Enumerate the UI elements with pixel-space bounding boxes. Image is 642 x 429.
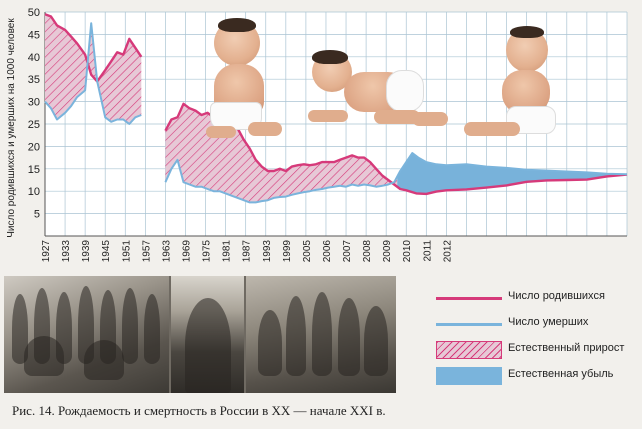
births-line-segment-0 (44, 13, 143, 83)
y-axis-label: Число родившихся и умерших на 1000 челов… (6, 18, 17, 238)
legend-item-decline: Естественная убыль (432, 364, 638, 388)
x-tick-label: 1987 (242, 240, 253, 263)
y-tick-label: 30 (28, 97, 40, 109)
legend-item-deaths: Число умерших (432, 312, 638, 336)
legend-swatch-births (436, 297, 502, 300)
x-tick-label: 1933 (61, 240, 72, 263)
baby-photo-lying (462, 26, 558, 140)
x-tick-label: 1945 (101, 240, 112, 263)
y-tick-label: 15 (28, 164, 40, 176)
baby-photo-sitting (204, 18, 286, 140)
y-tick-label: 50 (28, 7, 40, 19)
legend-swatch-growth (436, 341, 502, 359)
y-tick-label: 10 (28, 186, 40, 198)
x-tick-label: 2005 (302, 240, 313, 263)
x-tick-label: 2012 (442, 240, 453, 263)
legend-item-births: Число родившихся (432, 286, 638, 310)
x-tick-label: 1999 (282, 240, 293, 263)
x-tick-label: 2007 (342, 240, 353, 263)
y-tick-label: 25 (28, 119, 40, 131)
x-tick-label: 1969 (181, 240, 192, 263)
x-tick-label: 1981 (222, 240, 233, 263)
baby-photo-crawling (302, 48, 454, 136)
legend-label-decline: Естественная убыль (508, 368, 614, 380)
x-tick-label: 1957 (141, 240, 152, 263)
legend-swatch-decline (436, 367, 502, 385)
historical-photos (4, 276, 396, 393)
y-tick-label: 35 (28, 74, 40, 86)
y-tick-label: 45 (28, 29, 40, 41)
family-room-photo (246, 276, 396, 393)
y-tick-label: 40 (28, 52, 40, 64)
figure-caption: Рис. 14. Рождаемость и смертность в Росс… (12, 403, 386, 418)
x-tick-label: 2011 (422, 240, 433, 262)
portrait-photo (171, 276, 244, 393)
legend: Число родившихся Число умерших Естествен… (432, 286, 638, 390)
legend-item-growth: Естественный прирост (432, 338, 638, 362)
family-group-photo (4, 276, 169, 393)
x-tick-label: 2008 (362, 240, 373, 263)
x-tick-label: 1951 (121, 240, 132, 263)
deaths-line-segment-0 (44, 22, 142, 125)
y-tick-label: 20 (28, 141, 40, 153)
decline-area (397, 153, 627, 194)
growth-area-prewar (45, 14, 142, 125)
x-tick-label: 1927 (41, 240, 52, 263)
x-tick-label: 1939 (81, 240, 92, 263)
legend-swatch-deaths (436, 323, 502, 326)
legend-label-deaths: Число умерших (508, 316, 589, 328)
x-tick-label: 2009 (382, 240, 393, 263)
x-tick-label: 2010 (402, 240, 413, 263)
x-tick-label: 1963 (161, 240, 172, 263)
legend-label-growth: Естественный прирост (508, 342, 625, 354)
x-tick-label: 1993 (262, 240, 273, 263)
y-tick-label: 5 (34, 209, 40, 221)
x-tick-label: 1975 (202, 240, 213, 263)
deaths-line-segment-1 (164, 152, 628, 204)
x-tick-label: 2006 (322, 240, 333, 263)
legend-label-births: Число родившихся (508, 290, 605, 302)
